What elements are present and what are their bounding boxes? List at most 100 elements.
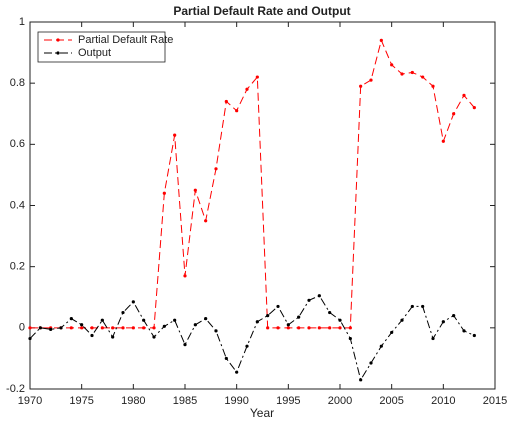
series-marker: [369, 78, 373, 82]
series-marker: [111, 335, 115, 339]
series-marker: [317, 294, 321, 298]
legend-marker: [56, 38, 60, 42]
x-tick-label: 2015: [483, 395, 507, 407]
series-marker: [359, 378, 363, 382]
legend-box: [37, 31, 166, 63]
chart-title: Partial Default Rate and Output: [173, 4, 350, 18]
y-tick-label: 0.6: [10, 138, 25, 150]
axes-box: [29, 21, 496, 390]
series-marker: [152, 326, 156, 330]
series-marker: [266, 314, 270, 318]
series-marker: [100, 326, 104, 330]
y-tick-label: 0.4: [10, 199, 25, 211]
series-marker: [297, 326, 301, 330]
series-marker: [266, 326, 270, 330]
legend-marker: [56, 51, 60, 55]
series-marker: [162, 324, 166, 328]
series-marker: [235, 109, 239, 113]
series-marker: [142, 326, 146, 330]
series-marker: [90, 326, 94, 330]
series-marker: [472, 106, 476, 110]
series-marker: [204, 219, 208, 223]
series-marker: [328, 310, 332, 315]
series-marker: [410, 70, 414, 75]
series-marker: [121, 310, 125, 315]
series-marker: [421, 304, 425, 309]
series-marker: [69, 317, 73, 321]
series-marker: [390, 330, 394, 335]
series-marker: [452, 112, 456, 116]
series-marker: [142, 318, 146, 322]
series-marker: [204, 317, 208, 321]
series-marker: [431, 336, 435, 341]
y-tick-label: -0.2: [6, 383, 25, 395]
legend-label: Partial Default Rate: [78, 34, 173, 46]
series-marker: [183, 343, 187, 347]
series-marker: [441, 139, 445, 143]
series-marker: [38, 326, 42, 330]
series-marker: [348, 336, 352, 341]
series-marker: [276, 326, 280, 330]
y-tick-label: 0.8: [10, 77, 25, 89]
series-marker: [183, 274, 187, 278]
series-marker: [286, 326, 290, 330]
series-marker: [400, 72, 404, 76]
series-marker: [162, 191, 166, 195]
legend-label: Output: [78, 47, 111, 59]
series-marker: [400, 318, 404, 322]
series-marker: [80, 326, 84, 330]
series-marker: [441, 320, 445, 324]
series-marker: [421, 75, 425, 79]
series-marker: [152, 335, 156, 339]
series-marker: [69, 326, 73, 330]
x-tick-label: 1975: [69, 395, 93, 407]
x-tick-label: 1985: [173, 395, 197, 407]
series-marker: [338, 318, 342, 322]
series-marker: [214, 329, 218, 333]
series-marker: [369, 361, 373, 365]
y-tick-label: 0.2: [10, 261, 25, 273]
series-marker: [131, 300, 135, 304]
series-marker: [462, 329, 466, 333]
series-line: [29, 295, 475, 382]
series-marker: [224, 99, 228, 104]
x-tick-label: 1970: [18, 395, 42, 407]
series-marker: [173, 318, 177, 322]
x-tick-label: 2000: [328, 395, 352, 407]
series-marker: [235, 370, 239, 374]
series-marker: [100, 318, 104, 322]
x-tick-label: 1980: [121, 395, 145, 407]
series-marker: [297, 315, 301, 319]
series-marker: [286, 323, 290, 327]
series-marker: [307, 298, 311, 302]
series-marker: [379, 344, 383, 348]
series-marker: [49, 327, 53, 331]
x-tick-label: 1995: [276, 395, 300, 407]
series-marker: [472, 333, 476, 338]
x-axis-label: Year: [250, 406, 274, 420]
x-tick-label: 2010: [431, 395, 455, 407]
series-marker: [80, 323, 84, 327]
series-marker: [214, 167, 218, 171]
x-tick-label: 1990: [224, 395, 248, 407]
series-marker: [224, 356, 228, 361]
x-tick-label: 2005: [379, 395, 403, 407]
series-marker: [462, 93, 466, 97]
series-marker: [410, 304, 414, 309]
series-marker: [317, 326, 321, 330]
series-marker: [359, 84, 363, 88]
series-line: [30, 38, 475, 329]
series-marker: [59, 326, 63, 330]
series-marker: [131, 326, 135, 330]
series-marker: [111, 326, 115, 330]
series-marker: [390, 63, 394, 67]
series-marker: [255, 75, 259, 79]
series-marker: [379, 38, 383, 42]
series-marker: [431, 84, 435, 88]
series-marker: [28, 326, 32, 330]
series-marker: [452, 314, 456, 318]
series-marker: [193, 188, 197, 192]
series-marker: [328, 326, 332, 330]
series-marker: [276, 304, 280, 309]
